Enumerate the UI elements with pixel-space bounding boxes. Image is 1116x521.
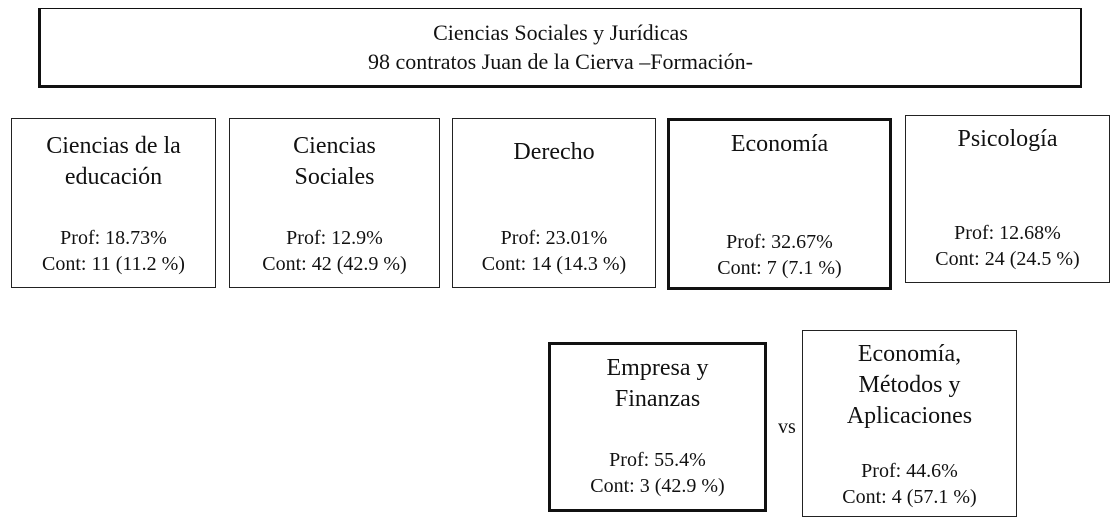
cont-text: Cont: 14 (14.3 %) — [481, 253, 627, 275]
label-line: Derecho — [513, 139, 595, 165]
area-box: Derecho Prof: 23.01% Cont: 14 (14.3 %) — [452, 118, 656, 288]
label-line: Economía — [730, 131, 829, 157]
header: Ciencias Sociales y Jurídicas 98 contrato… — [38, 8, 1082, 88]
area-label: Psicología — [958, 124, 1058, 155]
cont-text: Cont: 11 (11.2 %) — [42, 253, 185, 275]
label-line: Psicología — [957, 126, 1058, 152]
area-stats: Prof: 18.73% Cont: 11 (11.2 %) — [42, 225, 185, 277]
cont-text: Cont: 4 (57.1 %) — [842, 486, 977, 508]
prof-text: Prof: 12.9% — [286, 227, 383, 249]
header-line: 98 contratos Juan de la Cierva –Formació… — [368, 49, 753, 74]
area-box: Ciencias Sociales Prof: 12.9% Cont: 42 (42.… — [229, 118, 440, 288]
label-line: Economía, — [857, 341, 962, 367]
area-box: Empresa y Finanzas Prof: 55.4% Cont: 3 (42.… — [548, 342, 767, 512]
label-line: Aplicaciones — [846, 403, 973, 429]
area-box: Psicología Prof: 12.68% Cont: 24 (24.5 %) — [905, 115, 1110, 283]
prof-text: Prof: 12.68% — [954, 222, 1061, 244]
cont-text: Cont: 3 (42.9 %) — [590, 475, 725, 497]
area-stats: Prof: 23.01% Cont: 14 (14.3 %) — [482, 225, 626, 277]
label-line: Ciencias — [293, 133, 376, 159]
area-label: Economía — [731, 129, 828, 160]
area-label: Economía, Métodos y Aplicaciones — [847, 339, 972, 432]
area-label: Ciencias de la educación — [46, 131, 181, 193]
cont-text: Cont: 24 (24.5 %) — [935, 248, 1080, 270]
area-stats: Prof: 32.67% Cont: 7 (7.1 %) — [717, 229, 841, 281]
label-line: Empresa y — [606, 355, 709, 381]
cont-text: Cont: 42 (42.9 %) — [262, 253, 407, 275]
label-line: Sociales — [294, 164, 375, 190]
prof-text: Prof: 23.01% — [500, 227, 608, 249]
area-stats: Prof: 12.9% Cont: 42 (42.9 %) — [262, 225, 406, 277]
area-stats: Prof: 44.6% Cont: 4 (57.1 %) — [842, 458, 976, 510]
prof-text: Prof: 44.6% — [861, 460, 958, 482]
prof-text: Prof: 55.4% — [609, 449, 706, 471]
area-box: Economía Prof: 32.67% Cont: 7 (7.1 %) — [667, 118, 892, 290]
label-line: Métodos y — [858, 372, 961, 398]
separator: vs — [778, 416, 796, 438]
area-label: Derecho — [513, 137, 594, 168]
area-box: Economía, Métodos y Aplicaciones Prof: 44.6… — [802, 330, 1017, 517]
label-line: educación — [64, 164, 163, 190]
area-stats: Prof: 55.4% Cont: 3 (42.9 %) — [590, 447, 724, 499]
area-label: Empresa y Finanzas — [607, 353, 709, 415]
label-line: Finanzas — [614, 386, 701, 412]
label-line: Ciencias de la — [46, 133, 181, 159]
header-line: Ciencias Sociales y Jurídicas — [433, 20, 688, 45]
cont-text: Cont: 7 (7.1 %) — [717, 257, 842, 279]
area-box: Ciencias de la educación Prof: 18.73% Cont:… — [11, 118, 216, 288]
area-label: Ciencias Sociales — [293, 131, 376, 193]
prof-text: Prof: 32.67% — [726, 231, 833, 253]
area-stats: Prof: 12.68% Cont: 24 (24.5 %) — [935, 220, 1079, 272]
prof-text: Prof: 18.73% — [60, 227, 167, 249]
